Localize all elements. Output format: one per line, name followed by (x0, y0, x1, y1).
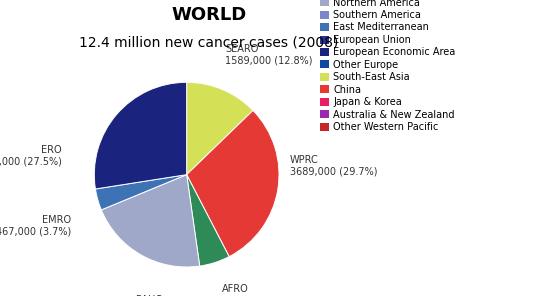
Text: 12.4 million new cancer cases (2008): 12.4 million new cancer cases (2008) (79, 36, 338, 49)
Text: PAHO
2617,000 (20.9%): PAHO 2617,000 (20.9%) (106, 295, 194, 296)
Wedge shape (94, 82, 187, 189)
Text: SEARO
1589,000 (12.8%): SEARO 1589,000 (12.8%) (226, 44, 313, 66)
Text: WPRC
3689,000 (29.7%): WPRC 3689,000 (29.7%) (290, 155, 378, 176)
Text: AFRO
667,000 (5.4%): AFRO 667,000 (5.4%) (222, 284, 297, 296)
Wedge shape (102, 175, 200, 267)
Legend: Africa, Northern America, Southern America, East Mediterranean, European Union, : Africa, Northern America, Southern Ameri… (318, 0, 457, 134)
Wedge shape (96, 175, 187, 210)
Text: WORLD: WORLD (171, 6, 247, 24)
Text: ERO
3422,000 (27.5%): ERO 3422,000 (27.5%) (0, 145, 62, 167)
Text: EMRO
467,000 (3.7%): EMRO 467,000 (3.7%) (0, 215, 71, 236)
Wedge shape (187, 82, 253, 175)
Wedge shape (187, 110, 279, 257)
Wedge shape (187, 175, 229, 266)
